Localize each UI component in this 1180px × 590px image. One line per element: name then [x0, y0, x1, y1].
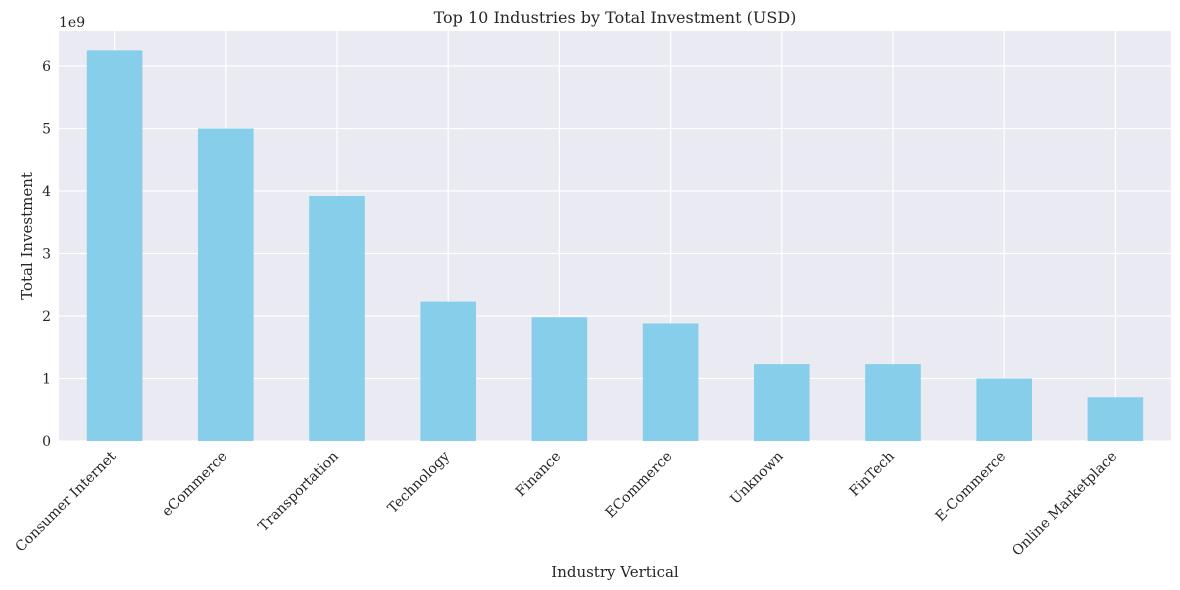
- x-tick-label: Unknown: [727, 449, 786, 508]
- y-tick-label: 1: [42, 372, 51, 388]
- bar-ecommerce: [642, 323, 699, 441]
- y-axis-label: Total Investment: [18, 172, 36, 300]
- bars: [86, 50, 1144, 441]
- y-tick-label: 2: [42, 309, 51, 325]
- bar-fintech: [865, 364, 921, 441]
- bar-e-commerce: [976, 378, 1032, 441]
- y-tick-labels: 0 1 2 3 4 5 6: [42, 59, 51, 450]
- x-tick-labels: Consumer Internet eCommerce Transportation…: [13, 448, 1121, 559]
- chart-title: Top 10 Industries by Total Investment (U…: [434, 8, 797, 27]
- bar-unknown: [754, 364, 810, 441]
- x-tick-label: ECommerce: [603, 449, 676, 522]
- x-tick-label: Online Marketplace: [1009, 449, 1120, 560]
- x-tick-label: Consumer Internet: [13, 448, 120, 555]
- bar-transportation: [309, 196, 365, 441]
- y-tick-label: 3: [42, 247, 51, 263]
- bar-online-marketplace: [1087, 397, 1144, 441]
- bar-ecommerce: [198, 128, 254, 441]
- bar-finance: [531, 317, 588, 441]
- bar-consumer-internet: [86, 50, 143, 441]
- x-axis-label: Industry Vertical: [551, 563, 679, 581]
- bar-technology: [420, 301, 476, 441]
- x-tick-label: Finance: [513, 449, 564, 500]
- x-tick-label: Transportation: [255, 449, 341, 535]
- x-tick-label: FinTech: [846, 449, 897, 500]
- x-tick-label: eCommerce: [159, 449, 230, 520]
- y-tick-label: 5: [42, 122, 51, 138]
- y-axis-offset-label: 1e9: [59, 15, 85, 31]
- y-tick-label: 4: [42, 184, 51, 200]
- y-tick-label: 0: [42, 434, 51, 450]
- x-tick-label: E-Commerce: [933, 449, 1009, 525]
- y-tick-label: 6: [42, 59, 51, 75]
- x-tick-label: Technology: [385, 448, 453, 516]
